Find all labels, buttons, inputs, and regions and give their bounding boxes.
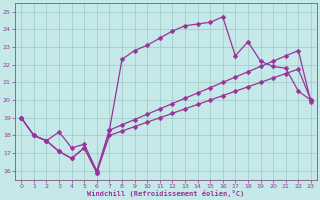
X-axis label: Windchill (Refroidissement éolien,°C): Windchill (Refroidissement éolien,°C) <box>87 190 245 197</box>
